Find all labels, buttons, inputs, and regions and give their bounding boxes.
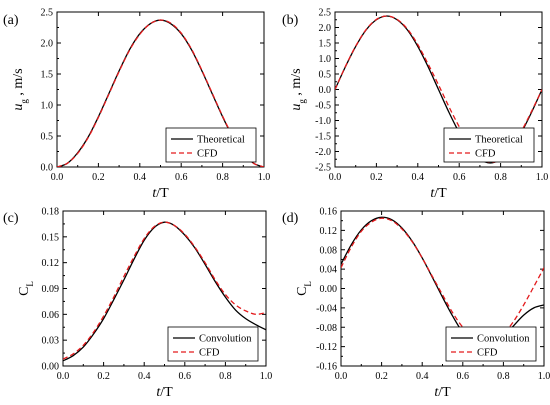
- y-tick-label: -1.5: [315, 132, 331, 143]
- legend: Convolution CFD: [445, 326, 537, 362]
- y-tick-label: 0.15: [42, 232, 60, 243]
- x-axis-title: t/T: [152, 186, 169, 201]
- y-tick-label: 0.0: [41, 163, 54, 174]
- legend-label: Theoretical: [197, 135, 245, 146]
- y-tick-label: 0.12: [42, 258, 60, 269]
- legend: Theoretical CFD: [165, 127, 257, 163]
- panel-b: 0.0 0.2 0.4 0.6 0.8 1.0 -2.5 -2.0 -1.5 -1.0 -0.5 0.…: [282, 8, 548, 202]
- series-line-convolution: [63, 221, 266, 362]
- x-tick-label: 0.6: [179, 371, 192, 382]
- x-tick-label: 1.0: [538, 371, 550, 382]
- x-tick-label: 0.2: [92, 172, 105, 183]
- x-tick-label: 0.4: [138, 371, 151, 382]
- panel-label: (c): [3, 211, 19, 226]
- legend: Convolution CFD: [167, 326, 259, 362]
- x-tick-label: 0.6: [453, 172, 466, 183]
- x-tick-label: 0.4: [134, 172, 147, 183]
- x-tick-label: 1.0: [258, 172, 271, 183]
- y-tick-label: 1.0: [319, 54, 332, 65]
- legend-box: [167, 326, 259, 362]
- y-tick-label: 0.08: [320, 245, 338, 256]
- series-line-cfd: [63, 221, 266, 360]
- series-line-cfd: [341, 217, 544, 343]
- y-tick-label: 0.12: [320, 226, 338, 237]
- legend-label: Convolution: [199, 334, 252, 345]
- legend-label: CFD: [477, 348, 498, 359]
- y-tick-label: -0.12: [316, 342, 337, 353]
- x-tick-label: 0.4: [412, 172, 425, 183]
- x-axis-title: t/T: [434, 385, 451, 400]
- x-tick-label: 0.2: [370, 172, 383, 183]
- y-tick-label: 0.09: [42, 284, 60, 295]
- y-tick-label: 2.5: [319, 8, 332, 19]
- y-tick-label: 0.00: [42, 362, 60, 373]
- y-tick-label: -0.08: [316, 323, 337, 334]
- y-axis-title: ug , m/s: [11, 68, 29, 110]
- y-tick-label: 2.0: [41, 39, 54, 50]
- panel-label: (b): [282, 13, 299, 28]
- x-tick-label: 0.0: [335, 371, 348, 382]
- legend-label: CFD: [199, 348, 220, 359]
- y-axis-title: ug , m/s: [289, 68, 307, 110]
- x-tick-label: 1.0: [260, 371, 273, 382]
- legend-box: [443, 127, 535, 163]
- y-tick-label: 0.04: [320, 265, 338, 276]
- panel-label: (d): [282, 211, 299, 226]
- y-tick-label: -2.0: [315, 147, 331, 158]
- x-tick-label: 0.0: [57, 371, 70, 382]
- legend-box: [165, 127, 257, 163]
- y-tick-label: 0.16: [320, 207, 338, 218]
- x-axis-title: t/T: [430, 186, 447, 201]
- y-axis-title: CL: [17, 281, 35, 296]
- x-tick-label: 0.0: [51, 172, 64, 183]
- y-tick-label: 0.03: [42, 336, 60, 347]
- x-tick-label: 0.8: [216, 172, 229, 183]
- y-tick-label: -1.0: [315, 116, 331, 127]
- y-axis-title: CL: [295, 281, 313, 296]
- legend-label: Theoretical: [475, 135, 523, 146]
- x-axis-title: t/T: [156, 385, 173, 400]
- panel-d: 0.0 0.2 0.4 0.6 0.8 1.0 -0.16 -0.12 -0.08 -0.04 0.…: [282, 207, 550, 401]
- x-tick-label: 0.8: [219, 371, 232, 382]
- x-tick-label: 1.0: [536, 172, 549, 183]
- x-tick-label: 0.8: [494, 172, 507, 183]
- x-tick-label: 0.2: [97, 371, 110, 382]
- panel-label: (a): [3, 13, 19, 28]
- legend-box: [445, 326, 537, 362]
- panel-a: 0.0 0.2 0.4 0.6 0.8 1.0 0.0 0.5 1.0 1.5 2.0 2.5 t/T u…: [3, 8, 270, 202]
- y-tick-label: -0.04: [316, 303, 337, 314]
- y-tick-label: 0.18: [42, 207, 60, 218]
- y-tick-label: 0.06: [42, 310, 60, 321]
- y-tick-label: -0.5: [315, 101, 331, 112]
- y-tick-label: 1.5: [41, 70, 54, 81]
- y-tick-label: 0.0: [319, 85, 332, 96]
- y-tick-label: 2.0: [319, 23, 332, 34]
- x-tick-label: 0.8: [497, 371, 510, 382]
- x-tick-label: 0.0: [329, 172, 342, 183]
- y-tick-label: 0.00: [320, 284, 338, 295]
- y-tick-label: 0.5: [41, 132, 54, 143]
- x-tick-label: 0.2: [375, 371, 388, 382]
- x-tick-label: 0.6: [457, 371, 470, 382]
- legend-label: CFD: [197, 149, 218, 160]
- y-tick-label: -2.5: [315, 163, 331, 174]
- panel-c: 0.0 0.2 0.4 0.6 0.8 1.0 0.00 0.03 0.06 0.09 0.12 0.…: [3, 207, 272, 401]
- legend-label: CFD: [475, 149, 496, 160]
- y-tick-label: -0.16: [316, 362, 337, 373]
- legend-label: Convolution: [477, 334, 530, 345]
- x-tick-label: 0.4: [416, 371, 429, 382]
- y-tick-label: 1.0: [41, 101, 54, 112]
- y-tick-label: 1.5: [319, 39, 332, 50]
- legend: Theoretical CFD: [443, 127, 535, 163]
- x-tick-label: 0.6: [175, 172, 188, 183]
- y-tick-label: 2.5: [41, 8, 54, 19]
- y-tick-label: 0.5: [319, 70, 332, 81]
